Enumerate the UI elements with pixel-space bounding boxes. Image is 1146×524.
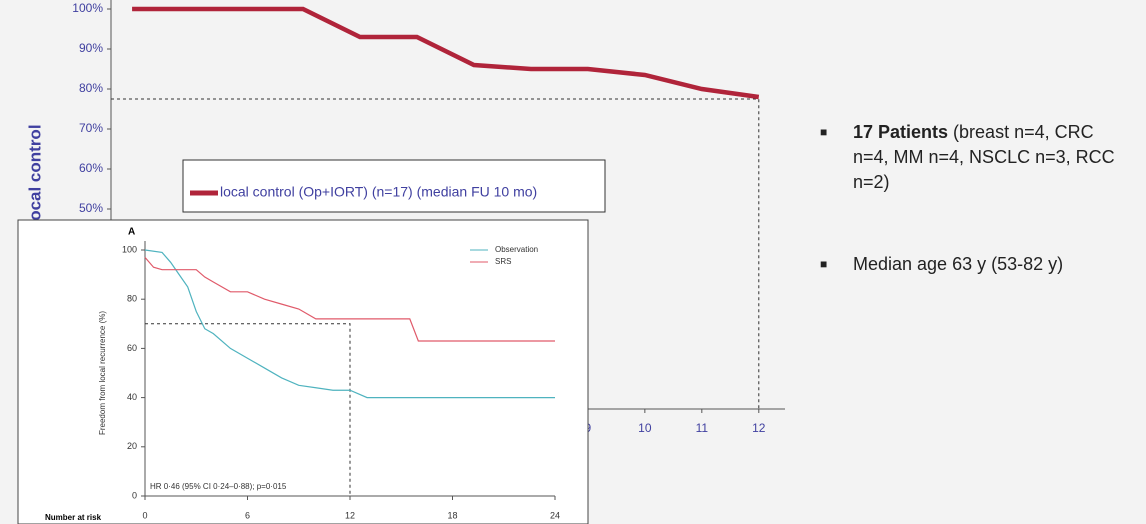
data-line [132, 6, 760, 100]
x-tick-label: 12 [345, 510, 355, 520]
annotation: HR 0·46 (95% CI 0·24–0·88); p=0·015 [150, 482, 287, 491]
y-tick-label: 0 [132, 490, 137, 500]
y-tick-label: 80% [79, 81, 103, 95]
y-tick-label: 90% [79, 41, 103, 55]
y-tick-label: 60% [79, 161, 103, 175]
y-tick-label: 80 [127, 294, 137, 304]
x-tick-label: 12 [752, 421, 766, 435]
inset-panel [17, 219, 589, 524]
y-axis-label: Freedom from local recurrence (%) [98, 311, 107, 435]
legend-box [182, 159, 606, 213]
legend-label: SRS [495, 257, 511, 266]
inset-title: A [128, 227, 135, 238]
y-axis-label: local control [25, 124, 44, 225]
y-tick-label: 40 [127, 392, 137, 402]
y-tick-label: 100% [72, 1, 103, 15]
bullet-text: Median age 63 y (53-82 y) [853, 254, 1064, 274]
x-tick-label: 6 [245, 510, 250, 520]
bullet-bold: 17 Patients [853, 122, 949, 142]
reference-line [111, 98, 760, 409]
x-tick-label: 24 [550, 510, 560, 520]
y-tick-label: 20 [127, 441, 137, 451]
bullet: ■ 17 Patients (breast n=4, CRC n=4, MM n=… [820, 122, 1115, 192]
footer: Number at risk [45, 513, 102, 522]
data-line [144, 249, 555, 399]
reference-line [145, 323, 351, 496]
x-tick-label: 0 [142, 510, 147, 520]
x-tick-label: 11 [696, 421, 709, 435]
y-tick-label: 100 [122, 244, 137, 254]
data-line [144, 256, 555, 342]
x-tick-label: 18 [447, 510, 457, 520]
legend-label: Observation [495, 245, 538, 254]
y-tick-label: 60 [127, 343, 137, 353]
y-tick-label: 70% [79, 121, 103, 135]
x-tick-label: 10 [638, 421, 652, 435]
y-tick-label: 50% [79, 201, 103, 215]
legend-label: local control (Op+IORT) (n=17) (median F… [220, 184, 537, 200]
bullet: ■ Median age 63 y (53-82 y) [820, 252, 1120, 277]
bullet-text: (breast n=4, CRC n=4, MM n=4, NSCLC n=3,… [853, 122, 1115, 192]
